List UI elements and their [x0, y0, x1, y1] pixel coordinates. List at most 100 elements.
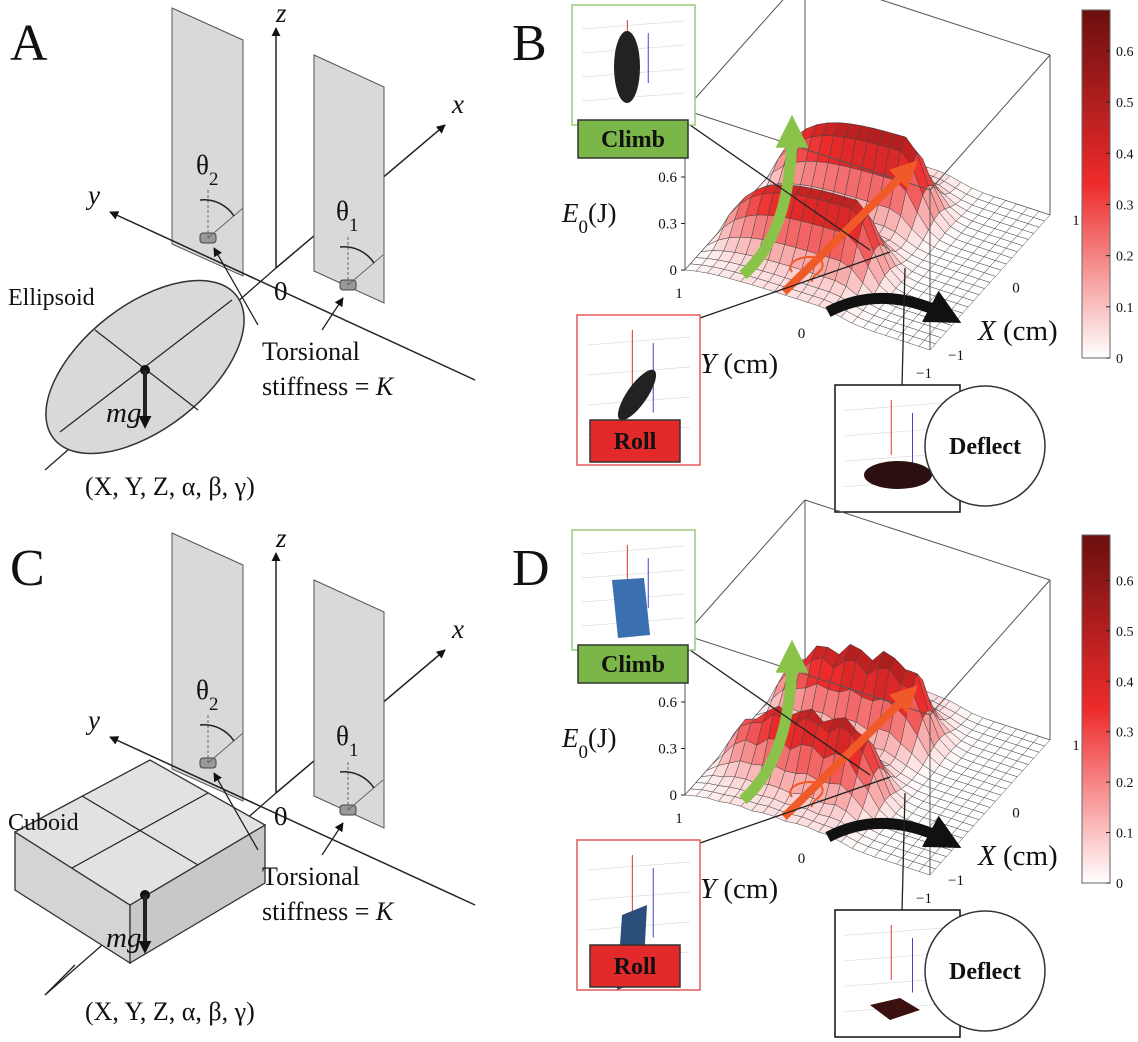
x-axis-label: X (cm) — [977, 840, 1058, 872]
mode-label: Roll — [614, 429, 657, 455]
axis-label-part: x — [451, 614, 464, 644]
z-tick-label: 0 — [670, 788, 678, 804]
body-label-part: Cuboid — [8, 810, 79, 836]
mode-label: Deflect — [949, 434, 1021, 460]
z-tick-label: 0 — [670, 263, 678, 279]
mode-label: Deflect — [949, 959, 1021, 985]
stiffness-label: stiffness = K — [262, 897, 395, 926]
axis-label: z — [275, 523, 287, 553]
z-axis-label-part: 0 — [579, 742, 588, 763]
stiffness-label: stiffness = K — [262, 372, 395, 401]
plate — [313, 54, 385, 304]
y-tick-label: −1 — [916, 366, 932, 382]
theta-label: θ2 — [196, 675, 218, 715]
angle-arc — [199, 199, 235, 217]
plate — [171, 532, 244, 802]
body-label: Cuboid — [8, 810, 79, 836]
theta-label: θ1 — [336, 721, 358, 761]
colorbar-tick-label: 0 — [1116, 352, 1123, 367]
mode-button — [924, 910, 1046, 1032]
origin-label-part: 0 — [274, 276, 288, 306]
x-tick-label: −1 — [948, 873, 964, 889]
angle-arc — [339, 246, 375, 264]
x-axis-label-part: (cm) — [1003, 315, 1058, 347]
panel-label: B — [512, 15, 547, 72]
inset-grid — [586, 891, 691, 901]
mode-button — [577, 119, 689, 159]
box-edge — [929, 579, 1051, 716]
axis-label: y — [85, 180, 100, 210]
angle-arc — [339, 771, 375, 789]
theta-label-part: 2 — [209, 169, 218, 190]
weight-label-part: mg — [106, 922, 141, 954]
theta-label-part: θ — [336, 196, 349, 226]
colorbar-tick-label: 0.4 — [1116, 675, 1134, 690]
box-edge — [684, 0, 784, 111]
colorbar-tick-label: 0.5 — [1116, 96, 1134, 111]
mode-button — [577, 644, 689, 684]
mode-label: Climb — [601, 652, 665, 678]
y-tick-label: 1 — [675, 286, 683, 302]
colorbar-tick-label: 0.6 — [1116, 574, 1134, 589]
x-axis-label-part: (cm) — [1003, 840, 1058, 872]
z-axis-label-part: (J) — [588, 198, 617, 228]
colorbar-tick-label: 0.3 — [1116, 726, 1134, 741]
y-tick-label: 0 — [798, 326, 806, 342]
x-tick-label: 1 — [1072, 738, 1080, 754]
roll-arrow — [781, 160, 918, 295]
inset-grid — [586, 366, 691, 376]
inset-grid — [586, 336, 691, 346]
y-axis-label-part: (cm) — [723, 348, 778, 380]
coords-label-part: (X, Y, Z, α, β, γ) — [85, 472, 255, 501]
panel-label: C — [10, 540, 45, 597]
z-tick-label: 0.3 — [658, 742, 677, 758]
deflect-arrow — [825, 815, 962, 848]
body-axis — [81, 795, 199, 866]
stiffness-label-part: stiffness = — [262, 372, 376, 401]
inset-body — [864, 461, 932, 489]
theta-label: θ2 — [196, 150, 218, 190]
stiffness-label-part: K — [375, 372, 395, 401]
mode-label: Roll — [614, 954, 657, 980]
y-tick-label: −1 — [916, 891, 932, 907]
origin-label: 0 — [274, 801, 288, 831]
axis-label-part: z — [275, 0, 287, 28]
colorbar-tick-label: 0.2 — [1116, 250, 1134, 265]
inset-grid — [581, 545, 686, 555]
stiffness-label-part: K — [375, 897, 395, 926]
inset-grid — [844, 927, 951, 936]
roll-arrow — [781, 685, 918, 820]
z-tick-label: 0.3 — [658, 217, 677, 233]
colorbar-tick-label: 0 — [1116, 877, 1123, 892]
axis-label-part: x — [451, 89, 464, 119]
body-label: Ellipsoid — [8, 285, 95, 311]
x-axis-label-part: X — [977, 840, 997, 872]
x-tick-label: 0 — [1012, 281, 1020, 297]
weight-label: mg — [106, 397, 141, 429]
x-axis-label-part: X — [977, 315, 997, 347]
inset-body — [870, 998, 920, 1020]
y-tick-label: 1 — [675, 811, 683, 827]
colorbar-tick-label: 0.2 — [1116, 776, 1134, 791]
plate — [313, 579, 385, 829]
y-axis — [109, 736, 476, 906]
inset-body — [614, 31, 640, 103]
roll-curl — [789, 781, 824, 808]
body-label-part: Ellipsoid — [8, 285, 95, 311]
y-axis-label-part: Y — [700, 873, 719, 905]
z-axis-label-part: (J) — [588, 723, 617, 753]
weight-label: mg — [106, 922, 141, 954]
z-axis-label-part: E — [561, 723, 579, 753]
callout-line — [689, 649, 871, 776]
z-tick-label: 0.6 — [658, 170, 677, 186]
climb-arrow — [739, 639, 809, 805]
mode-button — [589, 419, 681, 463]
plate — [171, 7, 244, 277]
callout-line — [689, 124, 871, 251]
axis-label-part: y — [85, 180, 100, 210]
y-axis-label: Y (cm) — [700, 873, 778, 905]
